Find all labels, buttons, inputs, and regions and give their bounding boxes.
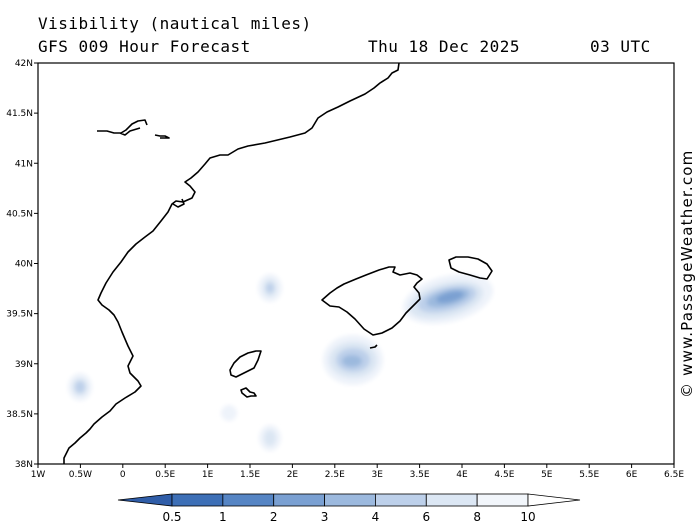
x-axis-ticks: 1W 0.5W 0 0.5E 1E 1.5E 2E 2.5E 3E 3.5E 4E 4.5E 5E 5.5…: [31, 464, 684, 480]
forecast-label: GFS 009 Hour Forecast: [38, 37, 251, 56]
columbretes-islands: [97, 119, 170, 139]
x-tick-label: 1E: [202, 470, 214, 480]
y-tick-label: 38N: [15, 460, 33, 470]
colorbar-segment: [476, 493, 529, 507]
y-tick-label: 38.5N: [6, 410, 33, 420]
ebro-delta: [172, 198, 185, 208]
visibility-fields: [68, 274, 493, 451]
y-tick-label: 39N: [15, 360, 33, 370]
y-tick-label: 39.5N: [6, 310, 33, 320]
x-tick-label: 3E: [371, 470, 383, 480]
x-tick-label: 5E: [541, 470, 553, 480]
y-axis-ticks: 42N 41.5N 41N 40.5N 40N 39.5N 39N 38.5N 38N: [6, 59, 38, 470]
spain-coastline: [63, 62, 400, 464]
x-tick-label: 0.5E: [155, 470, 175, 480]
y-tick-label: 41.5N: [6, 109, 33, 119]
x-tick-label: 0: [120, 470, 126, 480]
colorbar-segment: [425, 493, 478, 507]
formentera-island: [240, 387, 257, 398]
colorbar-segment: [222, 493, 275, 507]
x-tick-label: 5.5E: [579, 470, 599, 480]
menorca-island: [448, 256, 493, 280]
visibility-blob-formentera-south: [221, 405, 237, 421]
colorbar-low-arrow: [117, 493, 173, 507]
colorbar-label: 1: [219, 510, 227, 524]
forecast-time: 03 UTC: [590, 37, 651, 56]
y-tick-label: 40.5N: [6, 209, 33, 219]
visibility-blob-menorca-east: [403, 274, 493, 324]
cabrera-island: [369, 344, 378, 349]
x-tick-label: 6.5E: [664, 470, 684, 480]
colorbar-segment: [171, 493, 224, 507]
colorbar-label: 10: [520, 510, 535, 524]
colorbar-label: 6: [422, 510, 430, 524]
x-tick-label: 2E: [287, 470, 299, 480]
colorbar-label: 4: [372, 510, 380, 524]
x-tick-label: 0.5W: [69, 470, 92, 480]
visibility-blob-west: [68, 373, 92, 401]
y-tick-label: 42N: [15, 59, 33, 69]
colorbar-segment: [324, 493, 376, 507]
x-tick-label: 3.5E: [410, 470, 430, 480]
colorbar-label: 3: [321, 510, 329, 524]
y-tick-label: 41N: [15, 159, 33, 169]
mallorca-island: [321, 266, 423, 336]
x-tick-label: 2.5E: [325, 470, 345, 480]
x-tick-label: 1.5E: [240, 470, 260, 480]
x-tick-label: 4.5E: [494, 470, 514, 480]
x-tick-label: 1W: [31, 470, 46, 480]
colorbar: 0.5 1 2 3 4 6 8 10: [117, 493, 581, 524]
colorbar-label: 8: [473, 510, 481, 524]
x-tick-label: 4E: [456, 470, 468, 480]
forecast-date: Thu 18 Dec 2025: [368, 37, 520, 56]
visibility-blob-north-ibiza: [258, 274, 282, 302]
colorbar-label: 2: [270, 510, 278, 524]
ibiza-island: [229, 350, 262, 378]
colorbar-segment: [273, 493, 325, 507]
visibility-blob-south-mallorca: [323, 335, 383, 385]
y-tick-label: 40N: [15, 260, 33, 270]
colorbar-label: 0.5: [162, 510, 181, 524]
coastlines: [63, 62, 493, 464]
map-title: Visibility (nautical miles): [38, 14, 312, 33]
colorbar-high-arrow: [527, 493, 581, 507]
colorbar-segment: [375, 493, 427, 507]
x-tick-label: 6E: [626, 470, 638, 480]
visibility-blob-south: [259, 425, 281, 451]
